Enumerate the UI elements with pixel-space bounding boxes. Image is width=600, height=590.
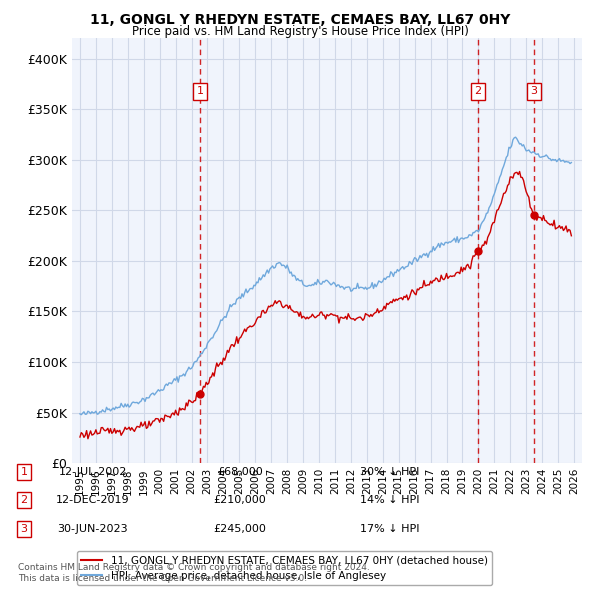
Text: Contains HM Land Registry data © Crown copyright and database right 2024.: Contains HM Land Registry data © Crown c…: [18, 563, 370, 572]
Text: £210,000: £210,000: [214, 496, 266, 505]
Text: 1: 1: [20, 467, 28, 477]
Text: 2: 2: [474, 87, 481, 96]
Text: 30-JUN-2023: 30-JUN-2023: [58, 524, 128, 533]
Text: 14% ↓ HPI: 14% ↓ HPI: [360, 496, 419, 505]
Text: 11, GONGL Y RHEDYN ESTATE, CEMAES BAY, LL67 0HY: 11, GONGL Y RHEDYN ESTATE, CEMAES BAY, L…: [90, 13, 510, 27]
Text: £245,000: £245,000: [214, 524, 266, 533]
Text: 3: 3: [20, 524, 28, 533]
Text: 17% ↓ HPI: 17% ↓ HPI: [360, 524, 419, 533]
Text: 2: 2: [20, 496, 28, 505]
Text: This data is licensed under the Open Government Licence v3.0.: This data is licensed under the Open Gov…: [18, 574, 307, 583]
Text: 30% ↓ HPI: 30% ↓ HPI: [360, 467, 419, 477]
Text: 12-DEC-2019: 12-DEC-2019: [56, 496, 130, 505]
Text: £68,000: £68,000: [217, 467, 263, 477]
Text: 12-JUL-2002: 12-JUL-2002: [59, 467, 127, 477]
Text: 3: 3: [530, 87, 538, 96]
Legend: 11, GONGL Y RHEDYN ESTATE, CEMAES BAY, LL67 0HY (detached house), HPI: Average p: 11, GONGL Y RHEDYN ESTATE, CEMAES BAY, L…: [77, 551, 492, 585]
Text: 1: 1: [196, 87, 203, 96]
Text: Price paid vs. HM Land Registry's House Price Index (HPI): Price paid vs. HM Land Registry's House …: [131, 25, 469, 38]
